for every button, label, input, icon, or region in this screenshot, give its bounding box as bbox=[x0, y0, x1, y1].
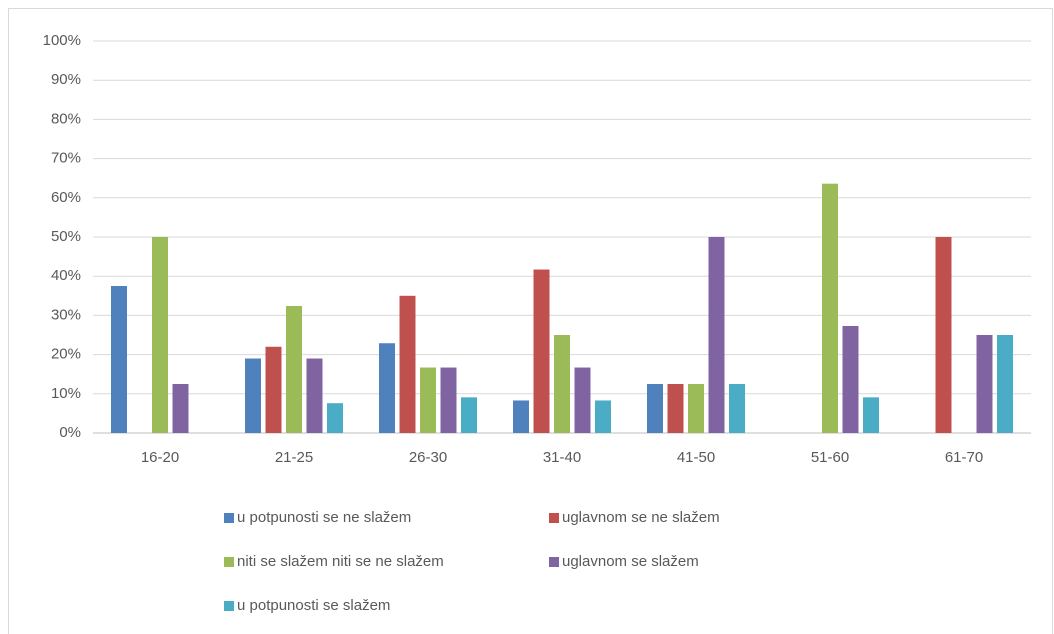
bar bbox=[842, 325, 859, 433]
bar bbox=[647, 384, 663, 433]
y-tick-label: 70% bbox=[51, 150, 81, 167]
legend-label: u potpunosti se ne slažem bbox=[237, 509, 411, 526]
bar bbox=[863, 397, 879, 433]
legend-label: uglavnom se ne slažem bbox=[562, 509, 720, 526]
bar bbox=[111, 286, 127, 433]
bar bbox=[306, 358, 323, 433]
y-tick-label: 10% bbox=[51, 385, 81, 402]
bar bbox=[245, 358, 261, 433]
y-tick-label: 80% bbox=[51, 110, 81, 127]
bar bbox=[440, 367, 457, 433]
bar bbox=[822, 183, 838, 433]
legend-swatch bbox=[224, 513, 234, 523]
bar bbox=[976, 335, 993, 433]
y-tick-label: 30% bbox=[51, 306, 81, 323]
x-tick-label: 16-20 bbox=[141, 449, 179, 466]
y-tick-label: 60% bbox=[51, 189, 81, 206]
x-tick-label: 21-25 bbox=[275, 449, 313, 466]
x-tick-label: 41-50 bbox=[677, 449, 715, 466]
bar bbox=[461, 397, 477, 433]
y-tick-label: 40% bbox=[51, 267, 81, 284]
legend-label: niti se slažem niti se ne slažem bbox=[237, 553, 444, 570]
bar bbox=[513, 400, 529, 433]
y-tick-label: 100% bbox=[43, 32, 81, 49]
x-tick-label: 51-60 bbox=[811, 449, 849, 466]
chart-border bbox=[8, 8, 1053, 634]
legend-label: u potpunosti se slažem bbox=[237, 597, 390, 614]
x-tick-label: 31-40 bbox=[543, 449, 581, 466]
bar bbox=[327, 403, 343, 433]
bar bbox=[667, 384, 684, 433]
bar bbox=[688, 384, 704, 433]
bar bbox=[595, 400, 611, 433]
bar bbox=[172, 384, 189, 433]
legend-swatch bbox=[224, 601, 234, 611]
bar bbox=[997, 335, 1013, 433]
legend-label: uglavnom se slažem bbox=[562, 553, 699, 570]
bar bbox=[533, 269, 550, 433]
bar bbox=[729, 384, 745, 433]
y-tick-label: 20% bbox=[51, 346, 81, 363]
bar bbox=[399, 295, 416, 433]
bar bbox=[935, 237, 952, 433]
x-tick-label: 26-30 bbox=[409, 449, 447, 466]
legend-swatch bbox=[224, 557, 234, 567]
legend-swatch bbox=[549, 557, 559, 567]
legend-swatch bbox=[549, 513, 559, 523]
y-tick-label: 50% bbox=[51, 228, 81, 245]
bar bbox=[379, 343, 395, 433]
bar bbox=[265, 346, 282, 433]
y-tick-label: 0% bbox=[59, 424, 81, 441]
bar bbox=[152, 237, 168, 433]
x-tick-label: 61-70 bbox=[945, 449, 983, 466]
y-tick-label: 90% bbox=[51, 71, 81, 88]
bar bbox=[286, 305, 302, 433]
bar bbox=[420, 367, 436, 433]
bar bbox=[574, 367, 591, 433]
bar bbox=[554, 335, 570, 433]
bar bbox=[708, 237, 725, 433]
